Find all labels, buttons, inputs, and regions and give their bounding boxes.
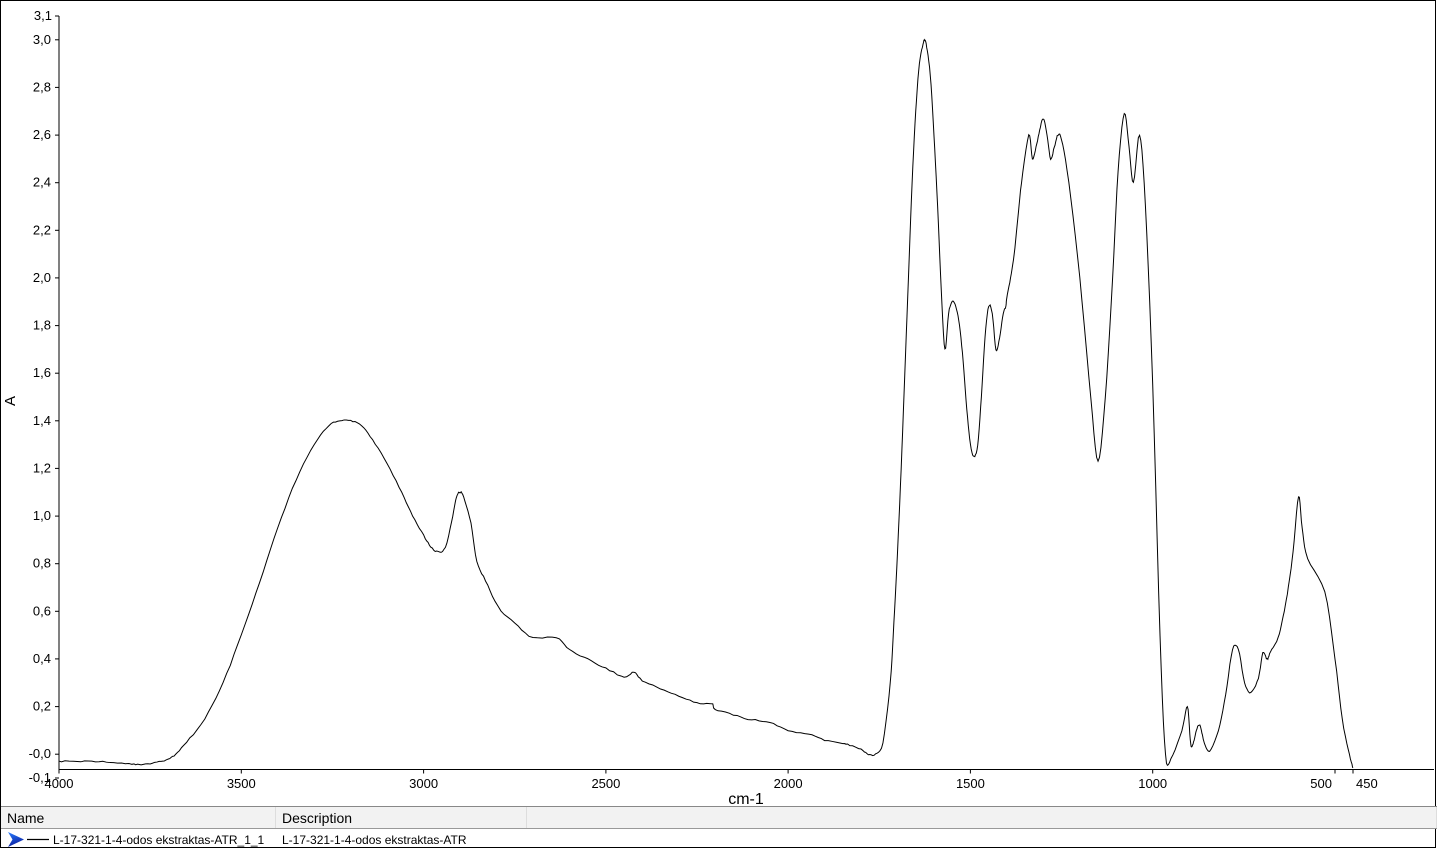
svg-text:450: 450 [1356,776,1378,791]
svg-text:1,6: 1,6 [33,365,51,380]
svg-text:1500: 1500 [956,776,985,791]
svg-text:A: A [2,396,19,406]
svg-text:1000: 1000 [1138,776,1167,791]
svg-text:3,0: 3,0 [33,32,51,47]
svg-text:0,2: 0,2 [33,699,51,714]
svg-text:2,8: 2,8 [33,79,51,94]
svg-text:500: 500 [1310,776,1332,791]
svg-text:2,4: 2,4 [33,175,51,190]
svg-text:3500: 3500 [227,776,256,791]
svg-text:2,0: 2,0 [33,270,51,285]
svg-text:3,1: 3,1 [34,8,52,23]
svg-text:1,4: 1,4 [33,413,51,428]
svg-text:0,8: 0,8 [33,556,51,571]
svg-text:0,6: 0,6 [33,603,51,618]
svg-text:2500: 2500 [591,776,620,791]
svg-text:4000: 4000 [45,776,74,791]
svg-text:0,4: 0,4 [33,651,51,666]
svg-text:2000: 2000 [774,776,803,791]
svg-text:1,8: 1,8 [33,318,51,333]
svg-text:2,6: 2,6 [33,127,51,142]
svg-text:1,0: 1,0 [33,508,51,523]
svg-text:2,2: 2,2 [33,222,51,237]
svg-text:1,2: 1,2 [33,460,51,475]
svg-text:-0,0: -0,0 [29,746,51,761]
svg-text:3000: 3000 [409,776,438,791]
svg-text:cm-1: cm-1 [728,791,764,806]
